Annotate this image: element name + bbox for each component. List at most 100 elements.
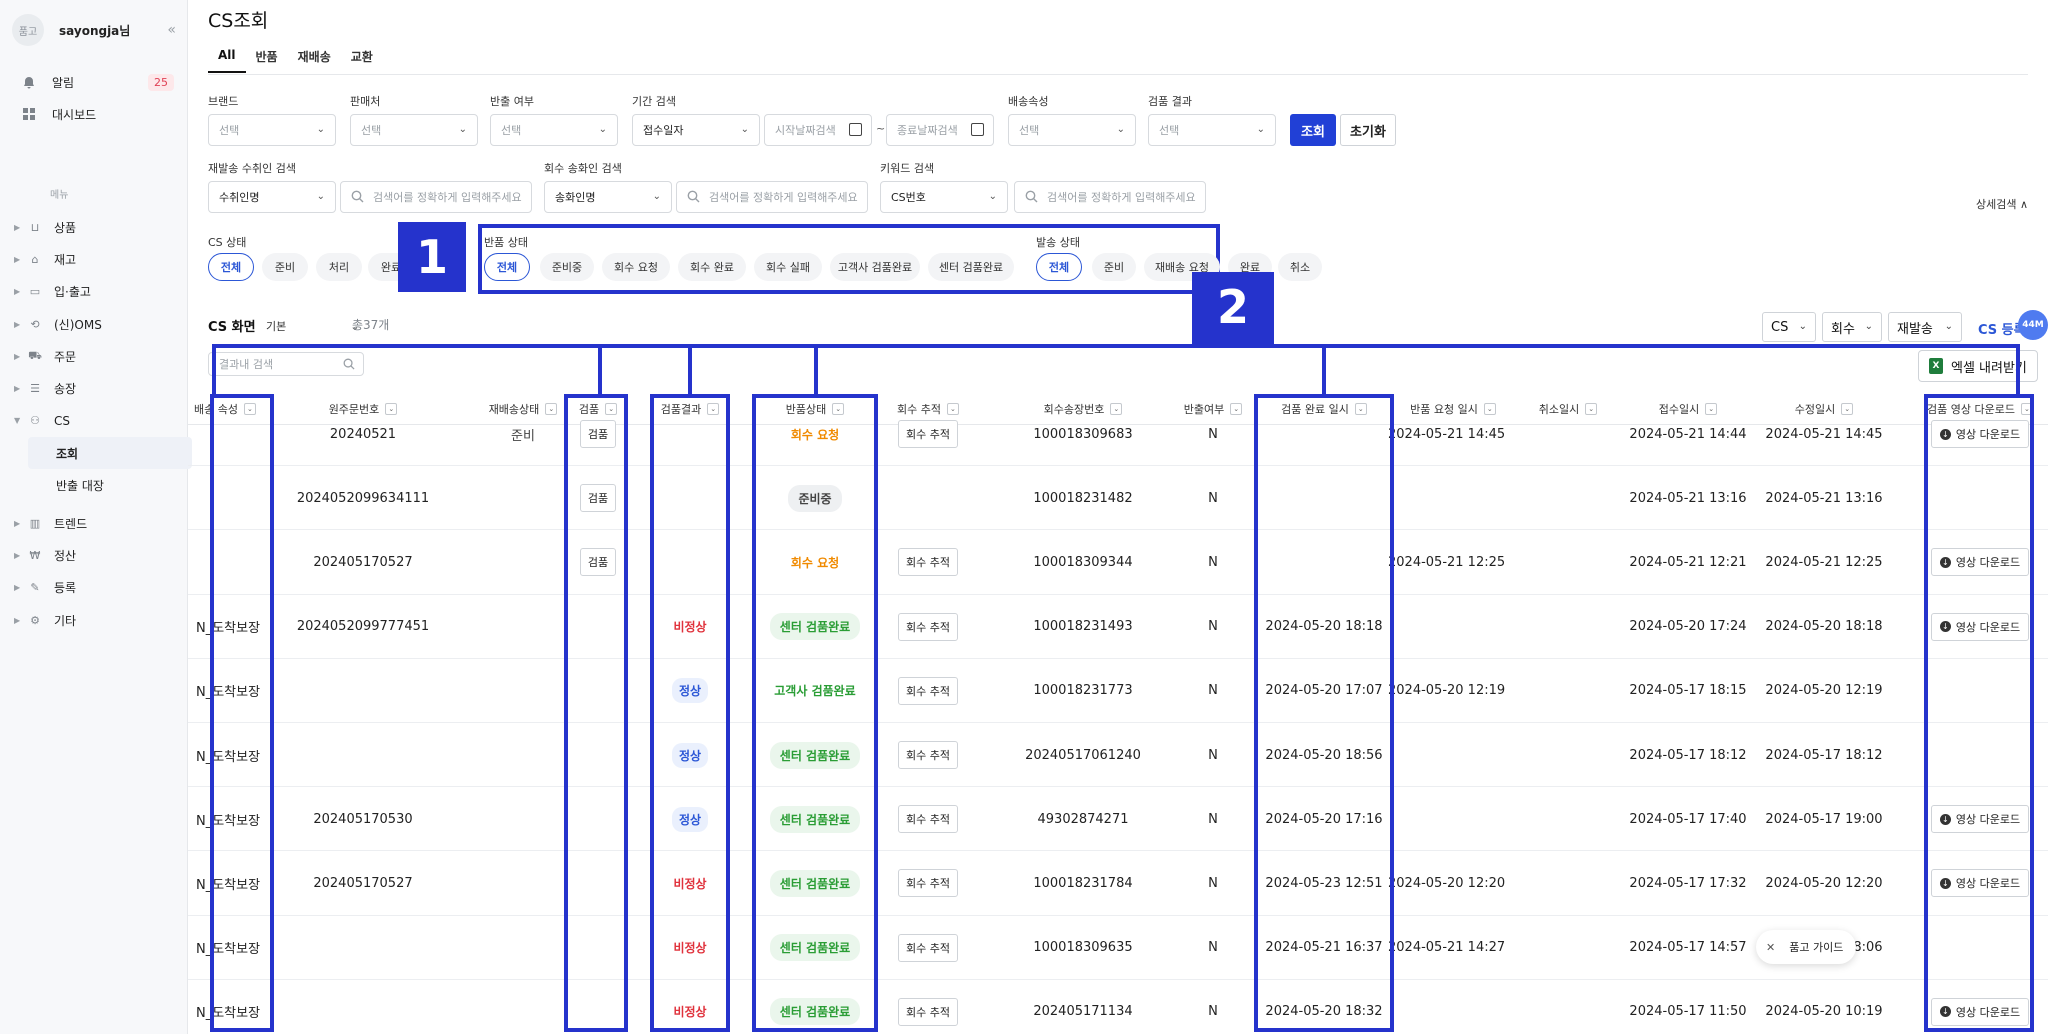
sidebar-item-inbound-outbound[interactable]: ▶ ▭ 입·출고	[14, 276, 180, 308]
sidebar-item-notifications[interactable]: 알림 25	[22, 66, 174, 98]
track-pickup-button[interactable]: 회수 추적	[898, 676, 958, 705]
column-header-cancel[interactable]: 취소일시 ⌄	[1518, 401, 1618, 417]
keyword-search-input[interactable]: 검색어를 정확하게 입력해주세요	[1014, 181, 1206, 213]
shipping-status-ready-pill[interactable]: 준비	[1092, 253, 1136, 281]
tab-return[interactable]: 반품	[255, 50, 278, 64]
return-status-center-inspected-pill[interactable]: 센터 검품완료	[928, 253, 1014, 281]
inspection-result-select[interactable]: 선택 ⌄	[1148, 114, 1276, 146]
sidebar-item-etc[interactable]: ▶ ⚙ 기타	[14, 604, 180, 636]
sidebar-item-cs[interactable]: ▼ ⚇ CS	[14, 405, 180, 437]
shipping-status-all-pill[interactable]: 전체	[1036, 253, 1082, 281]
column-header-track[interactable]: 회수 추적 ⌄	[878, 401, 978, 417]
tab-reship[interactable]: 재배송	[297, 50, 331, 64]
column-filter-icon[interactable]: ⌄	[1705, 403, 1718, 415]
video-download-button[interactable]: ↓ 영상 다운로드	[1930, 997, 2030, 1026]
sidebar-item-oms[interactable]: ▶ ⟲ (신)OMS	[14, 308, 180, 340]
return-status-all-pill[interactable]: 전체	[484, 253, 530, 281]
result-search-input[interactable]: 결과내 검색	[208, 352, 364, 376]
table-row[interactable]: N_도착보장 정상 센터 검품완료 회수 추적 20240517061240 N 2024-…	[188, 723, 2048, 788]
column-header-attr[interactable]: 배송 속성 ⌄	[194, 401, 274, 417]
takeout-select[interactable]: 선택 ⌄	[490, 114, 618, 146]
tab-exchange[interactable]: 교환	[350, 50, 373, 64]
column-header-status[interactable]: 반품상태 ⌄	[754, 401, 876, 417]
video-download-button[interactable]: ↓ 영상 다운로드	[1930, 548, 2030, 577]
column-header-done[interactable]: 검품 완료 일시 ⌄	[1256, 401, 1392, 417]
shipping-status-cancel-pill[interactable]: 취소	[1278, 253, 1322, 281]
column-header-recv[interactable]: 접수일시 ⌄	[1618, 401, 1758, 417]
sidebar-item-orders[interactable]: ▶ ⛟ 주문	[14, 340, 180, 372]
column-filter-icon[interactable]: ⌄	[832, 403, 845, 415]
track-pickup-button[interactable]: 회수 추적	[898, 420, 958, 448]
column-filter-icon[interactable]: ⌄	[605, 403, 618, 415]
excel-download-button[interactable]: X 엑셀 내려받기	[1918, 350, 2038, 382]
video-download-button[interactable]: ↓ 영상 다운로드	[1930, 612, 2030, 641]
sidebar-item-trends[interactable]: ▶ ▥ 트렌드	[14, 507, 180, 539]
sidebar-item-settlement[interactable]: ▶ ₩ 정산	[14, 539, 180, 571]
column-header-order[interactable]: 원주문번호 ⌄	[268, 401, 458, 417]
pickup-sender-search-input[interactable]: 검색어를 정확하게 입력해주세요	[676, 181, 868, 213]
table-row[interactable]: N_도착보장 비정상 센터 검품완료 회수 추적 100018309635 N 2024-0…	[188, 916, 2048, 980]
table-row[interactable]: N_도착보장 202405170527 비정상 센터 검품완료 회수 추적 1000182…	[188, 851, 2048, 916]
cs-register-button[interactable]: CS 등록	[1978, 323, 2026, 338]
video-download-button[interactable]: ↓ 영상 다운로드	[1930, 805, 2030, 834]
column-filter-icon[interactable]: ⌄	[1110, 403, 1123, 415]
sidebar-item-invoices[interactable]: ▶ ☰ 송장	[14, 372, 180, 404]
column-filter-icon[interactable]: ⌄	[707, 403, 720, 415]
seller-select[interactable]: 선택 ⌄	[350, 114, 478, 146]
delivery-attr-select[interactable]: 선택 ⌄	[1008, 114, 1136, 146]
reship-recipient-search-input[interactable]: 검색어를 정확하게 입력해주세요	[340, 181, 532, 213]
video-download-button[interactable]: ↓ 영상 다운로드	[1930, 869, 2030, 898]
table-row[interactable]: 202405170527 검품 회수 요청 회수 추적 100018309344 N 202…	[188, 530, 2048, 595]
guide-floating-button[interactable]: ✕ 품고 가이드	[1756, 930, 1856, 964]
reship-filter-dropdown[interactable]: 재발송 ⌄	[1888, 312, 1962, 342]
cs-status-processing-pill[interactable]: 처리	[316, 253, 362, 281]
sidebar-subitem-takeout-ledger[interactable]: 반출 대장	[56, 478, 104, 493]
column-filter-icon[interactable]: ⌄	[385, 403, 398, 415]
video-download-button[interactable]: ↓ 영상 다운로드	[1930, 420, 2030, 448]
column-filter-icon[interactable]: ⌄	[243, 403, 256, 415]
track-pickup-button[interactable]: 회수 추적	[898, 548, 958, 577]
column-filter-icon[interactable]: ⌄	[946, 403, 959, 415]
keyword-type-select[interactable]: CS번호 ⌄	[880, 181, 1008, 213]
sidebar-item-register[interactable]: ▶ ✎ 등록	[14, 572, 180, 604]
cs-status-ready-pill[interactable]: 준비	[262, 253, 308, 281]
column-filter-icon[interactable]: ⌄	[1230, 403, 1243, 415]
pickup-sender-type-select[interactable]: 송화인명 ⌄	[544, 181, 672, 213]
floating-badge[interactable]: 44M	[2018, 310, 2048, 340]
table-row[interactable]: N_도착보장 정상 고객사 검품완료 회수 추적 100018231773 N 2024-0…	[188, 659, 2048, 723]
column-header-takeout[interactable]: 반출여부 ⌄	[1168, 401, 1258, 417]
detail-search-toggle[interactable]: 상세검색 ∧	[1975, 198, 2028, 211]
period-type-select[interactable]: 접수일자 ⌄	[632, 114, 760, 146]
table-row[interactable]: 2024052099634111 검품 준비중 100018231482 N 2024-0…	[188, 466, 2048, 531]
close-icon[interactable]: ✕	[1766, 940, 1776, 954]
reship-recipient-type-select[interactable]: 수취인명 ⌄	[208, 181, 336, 213]
return-status-client-inspected-pill[interactable]: 고객사 검품완료	[830, 253, 920, 281]
search-button[interactable]: 조회	[1290, 114, 1336, 146]
column-header-reship[interactable]: 재배송상태 ⌄	[458, 401, 588, 417]
cs-filter-dropdown[interactable]: CS ⌄	[1762, 312, 1816, 342]
sidebar-item-dashboard[interactable]: 대시보드	[22, 98, 174, 130]
return-status-pickup-failed-pill[interactable]: 회수 실패	[754, 253, 822, 281]
track-pickup-button[interactable]: 회수 추적	[898, 612, 958, 641]
return-status-preparing-pill[interactable]: 준비중	[540, 253, 594, 281]
sidebar-item-products[interactable]: ▶ ⊔ 상품	[14, 211, 180, 243]
column-filter-icon[interactable]: ⌄	[1841, 403, 1854, 415]
view-preset-select[interactable]: 기본 ⌄	[266, 318, 359, 334]
table-row[interactable]: N_도착보장 비정상 센터 검품완료 회수 추적 202405171134 N 2024-0…	[188, 980, 2048, 1034]
pickup-filter-dropdown[interactable]: 회수 ⌄	[1822, 312, 1882, 342]
column-filter-icon[interactable]: ⌄	[1483, 403, 1496, 415]
table-row[interactable]: N_도착보장 2024052099777451 비정상 센터 검품완료 회수 추적 100…	[188, 595, 2048, 659]
track-pickup-button[interactable]: 회수 추적	[898, 741, 958, 769]
reset-button[interactable]: 초기화	[1340, 114, 1396, 146]
tab-all[interactable]: All	[208, 48, 246, 73]
inspect-button[interactable]: 검품	[579, 420, 617, 448]
collapse-sidebar-icon[interactable]: «	[167, 22, 176, 38]
sidebar-subitem-lookup[interactable]: 조회	[28, 437, 192, 470]
return-status-pickup-requested-pill[interactable]: 회수 요청	[602, 253, 670, 281]
column-filter-icon[interactable]: ⌄	[545, 403, 558, 415]
track-pickup-button[interactable]: 회수 추적	[898, 933, 958, 962]
end-date-input[interactable]: 종료날짜검색	[886, 114, 994, 146]
cs-status-all-pill[interactable]: 전체	[208, 253, 254, 281]
column-header-invoice[interactable]: 회수송장번호 ⌄	[978, 401, 1188, 417]
start-date-input[interactable]: 시작날짜검색	[764, 114, 872, 146]
